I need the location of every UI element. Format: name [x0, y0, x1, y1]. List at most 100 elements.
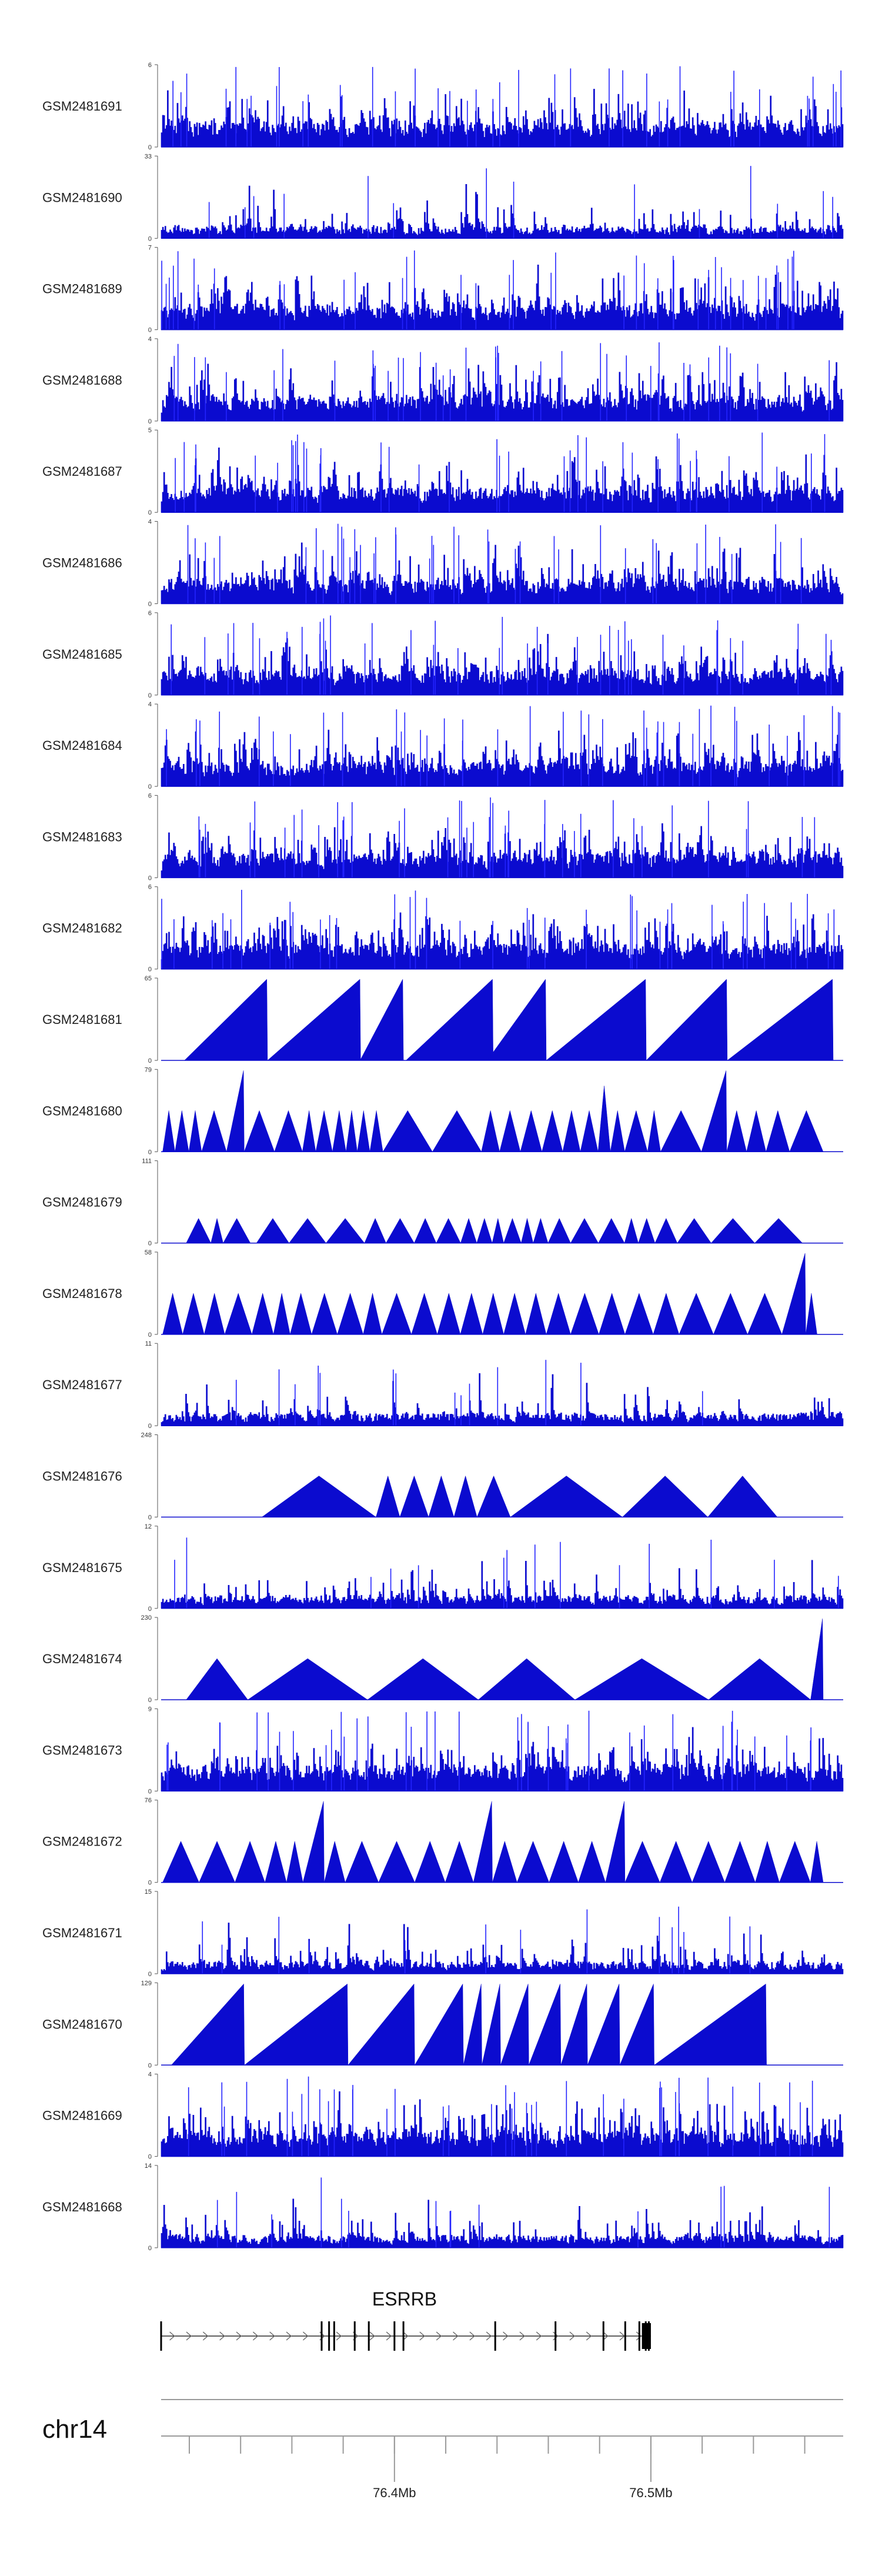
exon	[160, 2321, 162, 2351]
coverage-triangle	[679, 1293, 714, 1335]
strand-arrow	[453, 2331, 459, 2341]
y-max-label: 76	[145, 1797, 152, 1804]
coverage-triangle	[203, 1293, 225, 1335]
coverage-triangle	[414, 1217, 437, 1243]
strand-arrow	[503, 2331, 509, 2341]
coverage-triangle	[325, 1218, 365, 1243]
y-axis: 79 0	[145, 1066, 158, 1156]
coverage-triangle	[482, 1293, 504, 1335]
coverage-triangle	[273, 1293, 290, 1335]
track-label: GSM2481689	[42, 282, 122, 296]
exon	[638, 2321, 640, 2351]
track-GSM2481675: GSM2481675 12 0	[42, 1523, 844, 1613]
y-max-label: 5	[148, 427, 152, 434]
coverage-triangle	[570, 1218, 599, 1243]
signal-area	[161, 342, 844, 422]
coverage-triangle	[476, 1475, 511, 1517]
coverage-triangle	[781, 1253, 806, 1335]
coverage-triangle	[659, 1841, 693, 1883]
coverage-triangle	[605, 1801, 626, 1883]
coverage-triangle	[520, 1110, 542, 1152]
coverage-triangle	[754, 1218, 803, 1243]
coverage-triangle	[806, 1293, 817, 1335]
coverage-triangle	[199, 1841, 235, 1883]
coverage-triangle	[302, 1110, 316, 1152]
coverage-bars	[161, 1727, 844, 1791]
track-label: GSM2481691	[42, 99, 122, 114]
coverage-triangle	[622, 1476, 709, 1517]
coverage-bars	[161, 89, 844, 148]
coverage-triangle	[376, 1475, 400, 1517]
y-axis: 60	[148, 792, 158, 882]
strand-arrow	[202, 2331, 209, 2341]
strand-arrow	[169, 2331, 175, 2341]
y-max-label: 6	[148, 792, 152, 799]
coverage-triangle	[580, 1110, 599, 1152]
strand-arrow	[469, 2331, 475, 2341]
coverage-triangle	[346, 1110, 358, 1152]
coverage-triangle	[503, 1292, 526, 1335]
coverage-triangle	[766, 1110, 790, 1152]
y-max-label: 4	[148, 701, 152, 708]
track-label: GSM2481669	[42, 2108, 122, 2123]
y-min-label: 0	[148, 144, 152, 151]
coverage-triangle	[171, 1983, 245, 2066]
coverage-triangle	[481, 1110, 500, 1152]
signal-area	[161, 66, 844, 148]
y-min-label: 0	[148, 966, 152, 973]
coverage-triangle	[562, 1110, 581, 1152]
coverage-triangle	[411, 1293, 438, 1335]
coverage-triangle	[414, 1983, 464, 2066]
y-axis: 40	[148, 336, 158, 425]
y-min-label: 0	[148, 1606, 152, 1613]
y-min-label: 0	[148, 1880, 152, 1887]
coverage-triangle	[598, 1218, 625, 1243]
signal-area	[161, 1801, 843, 1883]
y-min-label: 0	[148, 327, 152, 334]
track-GSM2481677: GSM2481677 11 0	[42, 1340, 844, 1430]
coverage-triangle	[599, 1293, 626, 1335]
strand-arrow	[403, 2331, 409, 2341]
signal-area	[161, 2076, 844, 2157]
signal-area	[161, 2177, 844, 2248]
track-label: GSM2481686	[42, 556, 122, 570]
y-axis: 12 0	[145, 1523, 158, 1613]
y-min-label: 0	[148, 1332, 152, 1339]
coverage-triangle	[244, 1983, 349, 2066]
strand-arrow	[252, 2331, 259, 2341]
coverage-triangle	[265, 1840, 287, 1883]
track-GSM2481672: GSM2481672 76 0	[42, 1797, 843, 1887]
track-label: GSM2481671	[42, 1926, 122, 1940]
coverage-triangle	[710, 1218, 756, 1243]
strand-arrow	[586, 2331, 592, 2341]
y-min-label: 0	[148, 2062, 152, 2069]
coverage-triangle	[810, 1619, 824, 1700]
y-max-label: 4	[148, 2071, 152, 2078]
y-max-label: 58	[145, 1249, 152, 1256]
y-min-label: 0	[148, 875, 152, 882]
coverage-triangle	[261, 1476, 377, 1517]
track-label: GSM2481683	[42, 829, 122, 844]
signal-area	[161, 797, 844, 879]
track-label: GSM2481675	[42, 1560, 122, 1575]
track-label: GSM2481676	[42, 1469, 122, 1484]
coverage-bars	[161, 264, 844, 330]
coverage-triangle	[546, 979, 647, 1061]
track-label: GSM2481690	[42, 190, 122, 205]
coverage-triangle	[500, 1984, 529, 2066]
y-min-label: 0	[148, 1697, 152, 1704]
coverage-triangle	[182, 1292, 205, 1335]
coverage-triangle	[436, 1218, 461, 1243]
coverage-triangle	[289, 1218, 326, 1243]
coverage-triangle	[290, 1292, 312, 1335]
coverage-triangle	[560, 1984, 588, 2066]
coverage-triangle	[779, 1840, 811, 1883]
strand-arrow	[636, 2331, 642, 2341]
track-label: GSM2481685	[42, 647, 122, 662]
coverage-triangle	[162, 1110, 175, 1152]
coverage-triangle	[570, 1293, 599, 1335]
coverage-triangle	[432, 1110, 482, 1152]
track-GSM2481676: GSM2481676 248 0	[42, 1432, 843, 1521]
